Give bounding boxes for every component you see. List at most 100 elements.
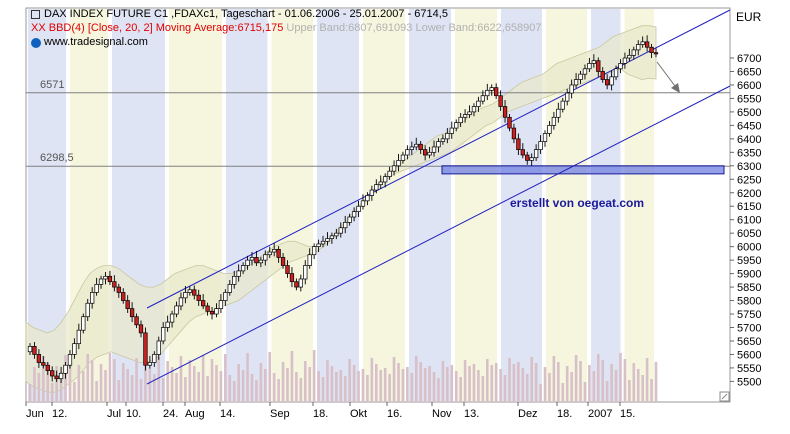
- x-tick-label: 13.: [464, 408, 479, 420]
- candle-body: [165, 321, 170, 328]
- y-tick-label: 5850: [737, 282, 761, 294]
- candle-body: [240, 265, 246, 272]
- candle-body: [196, 294, 201, 301]
- volume-bar: [410, 373, 414, 402]
- volume-bar: [645, 358, 649, 402]
- volume-bar: [86, 354, 90, 402]
- candle-body: [294, 281, 299, 288]
- volume-bar: [494, 363, 498, 402]
- candle-body: [338, 227, 343, 234]
- volume-bar: [463, 360, 467, 402]
- candle-body: [365, 195, 370, 202]
- volume-bar: [583, 382, 587, 402]
- volume-bar: [184, 377, 187, 402]
- y-tick-label: 5950: [737, 255, 761, 267]
- x-tick-label: 12.: [52, 408, 67, 420]
- volume-bar: [33, 367, 36, 402]
- candle-body: [533, 149, 539, 159]
- volume-bar: [219, 371, 223, 402]
- candle-body: [263, 254, 268, 261]
- volume-bar: [95, 381, 98, 402]
- candle-body: [112, 281, 117, 288]
- candle-body: [418, 143, 423, 150]
- candle-body: [414, 143, 419, 148]
- candle-body: [76, 329, 81, 345]
- volume-bar: [68, 361, 72, 402]
- volume-bar: [272, 373, 276, 402]
- volume-bar: [166, 361, 169, 402]
- volume-bar: [512, 364, 516, 402]
- indicator-legend: XX BBD(4) [Close, 20, 2] Moving Average:…: [31, 22, 541, 35]
- candle-body: [285, 265, 290, 274]
- candle-body: [360, 200, 366, 207]
- volume-bar: [175, 373, 178, 402]
- candle-body: [138, 324, 144, 334]
- y-tick-label: 6550: [737, 93, 761, 105]
- y-tick-label: 6500: [737, 107, 761, 119]
- candle-body: [569, 84, 574, 94]
- volume-bar: [224, 354, 227, 402]
- stripe-yellow: [455, 9, 497, 401]
- candle-body: [232, 275, 237, 285]
- x-tick-label: Okt: [350, 408, 367, 420]
- x-tick-label: Aug: [185, 408, 205, 420]
- volume-bar: [179, 356, 183, 402]
- candle-body: [427, 151, 432, 156]
- candle-body: [276, 248, 281, 258]
- candle-body: [81, 316, 86, 331]
- x-tick-label: 15.: [620, 408, 635, 420]
- y-tick-label: 5750: [737, 309, 761, 321]
- level-label-6298: 6298,5: [40, 152, 74, 165]
- candle-body: [551, 116, 557, 126]
- candle-body: [227, 284, 232, 293]
- candle-body: [396, 160, 401, 167]
- candle-body: [374, 184, 379, 191]
- y-tick-label: 6650: [737, 66, 761, 78]
- volume-bar: [126, 369, 129, 402]
- chart-title: DAX INDEX FUTURE C1 ,FDAXc1, Tageschart …: [44, 8, 448, 20]
- volume-bar: [357, 371, 360, 402]
- candle-body: [343, 222, 348, 229]
- candle-body: [529, 157, 534, 161]
- candle-body: [542, 133, 548, 142]
- volume-bar: [623, 359, 627, 402]
- candle-body: [45, 364, 50, 371]
- candle-body: [125, 300, 130, 309]
- candle-body: [440, 138, 446, 142]
- y-tick-label: 6200: [737, 188, 761, 200]
- volume-bar: [459, 377, 462, 402]
- indicator-name: XX BBD(4) [Close, 20, 2] Moving Average:…: [31, 22, 284, 34]
- volume-bar: [423, 368, 427, 402]
- volume-bar: [530, 357, 533, 402]
- stripe-blue: [409, 9, 451, 401]
- candlesticks: [27, 35, 659, 384]
- chart-icon[interactable]: [31, 10, 40, 19]
- volume-bar: [401, 369, 405, 402]
- volume-bar: [201, 355, 205, 402]
- candle-body: [520, 149, 525, 156]
- volume-bar: [228, 375, 232, 402]
- stripe-blue: [317, 9, 359, 401]
- volume-bar: [330, 366, 334, 402]
- candle-body: [209, 310, 215, 315]
- volume-bar: [437, 378, 440, 402]
- candle-body: [525, 154, 530, 161]
- y-tick-label: 6350: [737, 147, 761, 159]
- candle-body: [458, 116, 463, 124]
- candle-body: [129, 308, 135, 318]
- volume-bar: [499, 369, 502, 402]
- volume-bar: [468, 366, 471, 402]
- candle-body: [174, 305, 179, 315]
- volume-bar: [264, 369, 267, 402]
- volume-bar: [543, 367, 547, 402]
- volume-bar: [308, 367, 312, 402]
- candle-body: [320, 240, 326, 245]
- x-tick-label: 14.: [220, 408, 235, 420]
- candle-body: [147, 362, 153, 366]
- candle-body: [107, 275, 113, 283]
- candle-body: [54, 375, 59, 380]
- x-tick-label: 16.: [387, 408, 402, 420]
- volume-bar: [343, 376, 347, 402]
- candle-body: [58, 372, 64, 380]
